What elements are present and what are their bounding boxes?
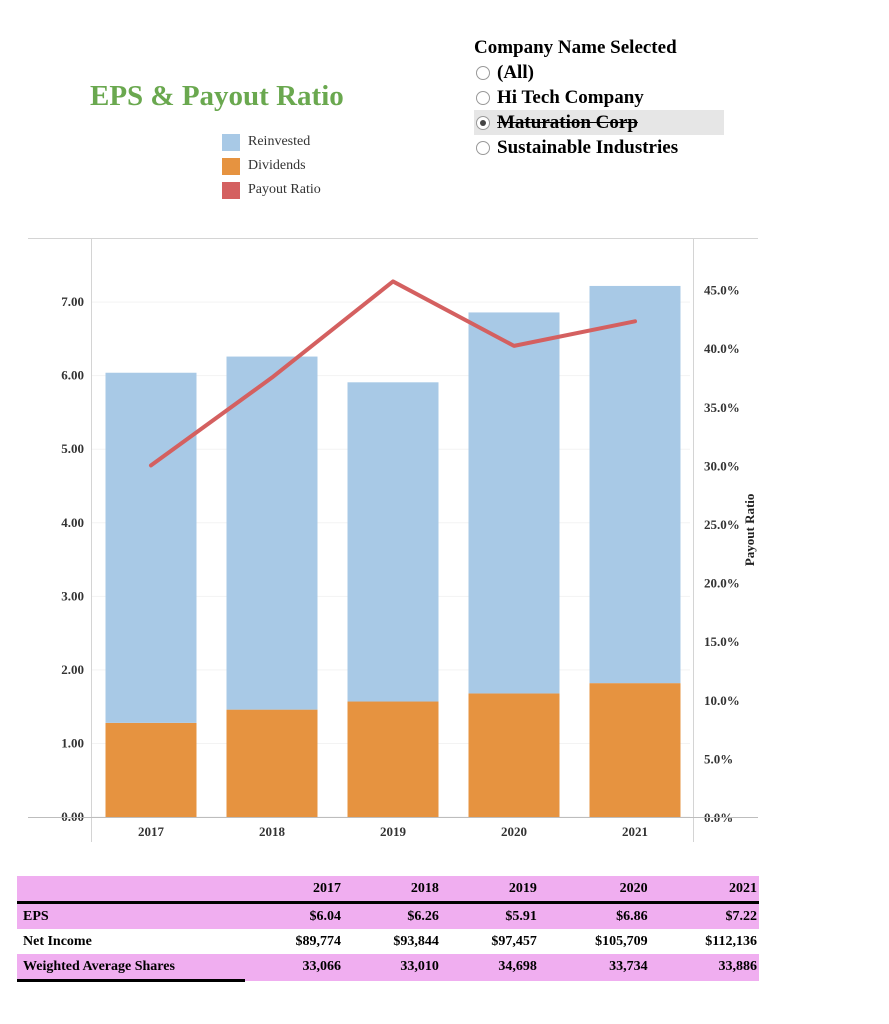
x-tick-label: 2018	[259, 824, 286, 839]
radio-icon[interactable]	[476, 140, 490, 155]
table-header-year: 2020	[538, 876, 650, 903]
right-tick-label: 35.0%	[704, 400, 740, 415]
legend-label: Dividends	[248, 158, 306, 173]
bar-dividends-2018	[226, 709, 318, 817]
left-tick-label: 7.00	[61, 294, 84, 309]
table-header-year: 2021	[649, 876, 759, 903]
table-cell: $112,136	[649, 929, 759, 954]
right-tick-label: 45.0%	[704, 283, 740, 298]
bar-dividends-2021	[589, 683, 681, 817]
table-header-row: 2017 2018 2019 2020 2021	[17, 876, 759, 903]
table-header-blank	[17, 876, 245, 903]
bar-reinvested-2020	[468, 312, 560, 694]
legend-swatch-reinvested	[222, 133, 240, 151]
x-tick-label: 2021	[622, 824, 648, 839]
table-header-year: 2019	[440, 876, 539, 903]
left-tick-label: 0.00	[61, 809, 84, 824]
legend-swatch-payout-ratio	[222, 181, 240, 199]
bar-reinvested-2019	[347, 382, 439, 702]
payout-ratio-line	[149, 279, 637, 468]
table-cell: $6.86	[538, 901, 650, 929]
filter-option-all[interactable]: (All)	[474, 60, 724, 85]
filter-option-label: Sustainable Industries	[497, 136, 679, 158]
left-tick-label: 2.00	[61, 662, 84, 677]
table-row: Weighted Average Shares 33,066 33,010 34…	[17, 954, 759, 982]
eps-data-table: 2017 2018 2019 2020 2021 EPS $6.04 $6.26…	[17, 876, 759, 982]
bar-dividends-2020	[468, 693, 560, 817]
right-tick-label: 5.0%	[704, 751, 733, 766]
table-cell: $7.22	[649, 901, 759, 929]
table-row: EPS $6.04 $6.26 $5.91 $6.86 $7.22	[17, 901, 759, 929]
table-cell: 34,698	[440, 954, 539, 981]
filter-option-label: Maturation Corp	[497, 111, 638, 133]
left-tick-label: 6.00	[61, 368, 84, 383]
radio-icon[interactable]	[476, 115, 490, 130]
filter-option-maturation-corp[interactable]: Maturation Corp	[474, 110, 724, 135]
filter-option-hi-tech-company[interactable]: Hi Tech Company	[474, 85, 724, 110]
left-tick-label: 5.00	[61, 441, 84, 456]
table-cell: $6.04	[245, 901, 343, 929]
legend-label: Payout Ratio	[248, 182, 321, 197]
table-cell: $93,844	[342, 929, 441, 954]
eps-payout-chart: 0.001.002.003.004.005.006.007.000.0%5.0%…	[28, 238, 758, 842]
right-tick-label: 25.0%	[704, 517, 740, 532]
right-tick-label: 15.0%	[704, 634, 740, 649]
bar-reinvested-2017	[105, 372, 197, 723]
x-tick-label: 2019	[380, 824, 407, 839]
radio-icon[interactable]	[476, 65, 490, 80]
table-cell: $6.26	[342, 901, 441, 929]
legend-label: Reinvested	[248, 134, 311, 149]
filter-option-sustainable-industries[interactable]: Sustainable Industries	[474, 135, 724, 160]
table-row-label: Weighted Average Shares	[17, 954, 245, 982]
bar-reinvested-2018	[226, 356, 318, 710]
bar-reinvested-2021	[589, 285, 681, 684]
x-tick-label: 2017	[138, 824, 165, 839]
bar-dividends-2017	[105, 722, 197, 817]
table-cell: $97,457	[440, 929, 539, 954]
filter-title: Company Name Selected	[474, 37, 677, 58]
legend-item-payout-ratio[interactable]: Payout Ratio	[222, 178, 321, 202]
right-tick-label: 10.0%	[704, 693, 740, 708]
right-axis-title: Payout Ratio	[742, 494, 757, 567]
table-row: Net Income $89,774 $93,844 $97,457 $105,…	[17, 929, 759, 954]
table-cell: 33,734	[538, 954, 650, 981]
table-header-year: 2017	[245, 876, 343, 903]
chart-title: EPS & Payout Ratio	[90, 80, 344, 112]
table-row-label: EPS	[17, 901, 245, 929]
filter-option-label: (All)	[497, 61, 534, 83]
left-tick-label: 4.00	[61, 515, 84, 530]
legend-item-reinvested[interactable]: Reinvested	[222, 130, 321, 154]
table-row-label: Net Income	[17, 929, 245, 954]
right-tick-label: 40.0%	[704, 341, 740, 356]
table-cell: 33,010	[342, 954, 441, 981]
legend: Reinvested Dividends Payout Ratio	[222, 130, 321, 202]
left-tick-label: 3.00	[61, 588, 84, 603]
legend-swatch-dividends	[222, 157, 240, 175]
left-tick-label: 1.00	[61, 735, 84, 750]
table-cell: 33,886	[649, 954, 759, 981]
table-cell: $89,774	[245, 929, 343, 954]
table-cell: $105,709	[538, 929, 650, 954]
bar-dividends-2019	[347, 701, 439, 817]
table-cell: $5.91	[440, 901, 539, 929]
radio-icon[interactable]	[476, 90, 490, 105]
legend-item-dividends[interactable]: Dividends	[222, 154, 321, 178]
table-cell: 33,066	[245, 954, 343, 981]
company-filter: Company Name Selected (All) Hi Tech Comp…	[474, 35, 724, 160]
filter-option-label: Hi Tech Company	[497, 86, 644, 108]
right-tick-label: 30.0%	[704, 458, 740, 473]
table-header-year: 2018	[342, 876, 441, 903]
right-tick-label: 20.0%	[704, 576, 740, 591]
x-tick-label: 2020	[501, 824, 527, 839]
